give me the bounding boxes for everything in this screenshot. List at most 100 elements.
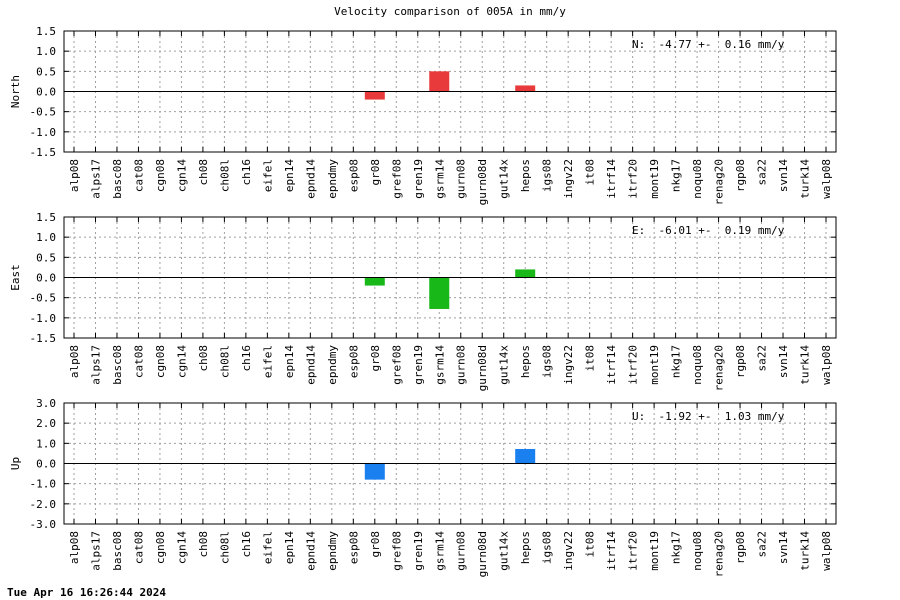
y-tick-label: -3.0 <box>30 518 57 531</box>
y-tick-label: 1.0 <box>36 437 56 450</box>
y-tick-label: 1.0 <box>36 231 56 244</box>
x-tick-label: basc08 <box>111 531 124 571</box>
x-tick-label: ingv22 <box>562 345 575 385</box>
y-axis-label: North <box>9 75 22 108</box>
y-tick-label: 2.0 <box>36 417 56 430</box>
x-tick-label: esp08 <box>347 159 360 192</box>
x-tick-label: ch16 <box>240 531 253 558</box>
x-tick-label: gut14x <box>498 345 511 385</box>
x-tick-label: epn14 <box>283 159 296 192</box>
x-tick-label: gsrm14 <box>433 159 446 199</box>
y-tick-label: 1.5 <box>36 211 56 224</box>
x-tick-label: itrf14 <box>605 159 618 199</box>
y-tick-label: 1.5 <box>36 25 56 38</box>
y-tick-label: 0.0 <box>36 458 56 471</box>
bar-hepos <box>515 85 536 92</box>
x-tick-label: gurn08d <box>476 345 489 391</box>
x-tick-label: walp08 <box>820 159 833 199</box>
x-tick-label: itrf14 <box>605 531 618 571</box>
x-tick-label: alps17 <box>89 531 102 571</box>
x-tick-label: gren19 <box>412 531 425 571</box>
x-tick-label: cgn08 <box>154 531 167 564</box>
x-tick-label: ch16 <box>240 345 253 372</box>
x-tick-label: svn14 <box>777 345 790 378</box>
x-tick-label: nkg17 <box>670 345 683 378</box>
x-tick-label: cgn14 <box>175 345 188 378</box>
x-tick-label: noqu08 <box>691 159 704 199</box>
x-tick-label: mont19 <box>648 345 661 385</box>
x-tick-label: renag20 <box>713 345 726 391</box>
x-tick-label: hepos <box>519 345 532 378</box>
x-tick-label: gut14x <box>498 159 511 199</box>
plot-frame <box>63 402 837 525</box>
x-tick-label: walp08 <box>820 345 833 385</box>
x-tick-label: it08 <box>584 159 597 186</box>
x-tick-label: gren19 <box>412 159 425 199</box>
x-tick-label: ch08 <box>197 531 210 558</box>
x-tick-label: hepos <box>519 531 532 564</box>
x-tick-label: ch16 <box>240 159 253 186</box>
x-tick-label: igs08 <box>541 159 554 192</box>
x-tick-label: gref08 <box>390 159 403 199</box>
x-tick-label: walp08 <box>820 531 833 571</box>
x-tick-label: renag20 <box>713 159 726 205</box>
x-tick-label: epn14 <box>283 345 296 378</box>
bar-hepos <box>515 269 536 278</box>
x-tick-label: turk14 <box>799 159 812 199</box>
bar-gsrm14 <box>429 71 450 92</box>
panel-east: 1.5 1.0 0.5 0.0 -0.5 -1.0 -1.5 alp08 alps17 basc0… <box>9 211 837 391</box>
x-tick-label: igs08 <box>541 531 554 564</box>
y-axis-label: Up <box>9 457 22 470</box>
velocity-annotation: N: -4.77 +- 0.16 mm/y <box>632 38 785 51</box>
timestamp: Tue Apr 16 16:26:44 2024 <box>7 586 166 599</box>
x-tick-label: noqu08 <box>691 345 704 385</box>
x-tick-label: ch08 <box>197 345 210 372</box>
x-tick-label: igs08 <box>541 345 554 378</box>
y-tick-label: -1.0 <box>30 312 57 325</box>
x-tick-label: itrf20 <box>627 159 640 199</box>
x-tick-label: epnd14 <box>304 159 317 199</box>
x-tick-label: itrf20 <box>627 531 640 571</box>
x-tick-label: cat08 <box>132 345 145 378</box>
bar-gr08 <box>364 91 385 100</box>
x-tick-label: gref08 <box>390 345 403 385</box>
x-tick-label: turk14 <box>799 531 812 571</box>
x-tick-label: alps17 <box>89 345 102 385</box>
y-tick-label: -0.5 <box>30 292 57 305</box>
y-tick-label: -1.0 <box>30 126 57 139</box>
y-tick-label: 0.0 <box>36 86 56 99</box>
x-tick-label: gr08 <box>369 531 382 558</box>
y-axis-label: East <box>9 264 22 291</box>
x-tick-label: cgn14 <box>175 159 188 192</box>
x-tick-label: sa22 <box>756 159 769 186</box>
x-tick-label: gren19 <box>412 345 425 385</box>
x-tick-label: gurn08d <box>476 159 489 205</box>
x-tick-label: epndmy <box>326 345 339 385</box>
x-tick-label: alp08 <box>68 531 81 564</box>
y-tick-label: -1.5 <box>30 146 57 159</box>
x-tick-label: gut14x <box>498 531 511 571</box>
x-tick-label: gr08 <box>369 345 382 372</box>
x-tick-label: basc08 <box>111 345 124 385</box>
x-tick-label: mont19 <box>648 531 661 571</box>
x-tick-label: eifel <box>261 531 274 564</box>
x-tick-label: rgp08 <box>734 345 747 378</box>
panel-north: 1.5 1.0 0.5 0.0 -0.5 -1.0 -1.5 alp08 alps17 basc0… <box>9 25 837 205</box>
x-tick-label: renag20 <box>713 531 726 577</box>
x-tick-label: epndmy <box>326 531 339 571</box>
x-tick-label: noqu08 <box>691 531 704 571</box>
x-tick-label: ingv22 <box>562 159 575 199</box>
x-tick-label: epnd14 <box>304 531 317 571</box>
x-tick-label: turk14 <box>799 345 812 385</box>
x-tick-label: alp08 <box>68 159 81 192</box>
x-tick-label: ingv22 <box>562 531 575 571</box>
panel-up: 3.0 2.0 1.0 0.0 -1.0 -2.0 -3.0 alp08 alps17 basc0… <box>9 397 837 577</box>
x-tick-label: gurn08 <box>455 531 468 571</box>
x-tick-label: gurn08 <box>455 159 468 199</box>
x-tick-label: cat08 <box>132 159 145 192</box>
x-tick-label: epnd14 <box>304 345 317 385</box>
x-tick-label: esp08 <box>347 531 360 564</box>
y-tick-label: -1.5 <box>30 332 57 345</box>
x-tick-label: mont19 <box>648 159 661 199</box>
